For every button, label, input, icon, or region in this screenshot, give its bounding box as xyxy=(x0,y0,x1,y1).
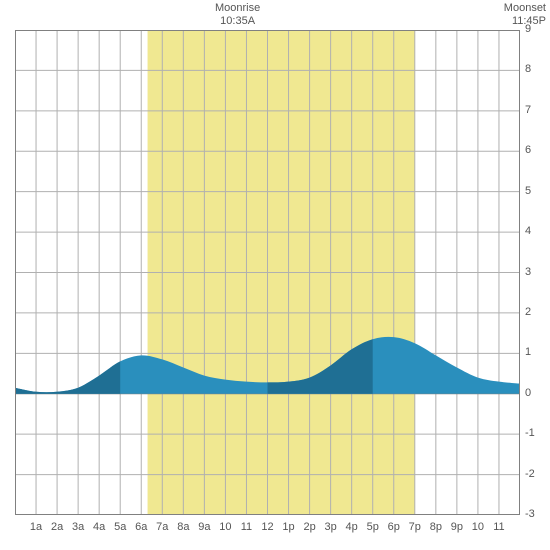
x-tick-label: 9p xyxy=(447,521,467,533)
x-tick-label: 8a xyxy=(173,521,193,533)
y-tick-label: 9 xyxy=(525,23,545,35)
moonrise-time: 10:35A xyxy=(220,15,255,27)
y-tick-label: -2 xyxy=(525,468,545,480)
x-tick-label: 7a xyxy=(152,521,172,533)
x-tick-label: 5a xyxy=(110,521,130,533)
tide-chart: Moonrise 10:35A Moonset 11:45P -3-2-1012… xyxy=(0,0,550,550)
y-tick-label: 1 xyxy=(525,346,545,358)
x-tick-label: 10 xyxy=(468,521,488,533)
x-tick-label: 4a xyxy=(89,521,109,533)
x-tick-label: 2p xyxy=(300,521,320,533)
x-tick-label: 4p xyxy=(342,521,362,533)
x-tick-label: 5p xyxy=(363,521,383,533)
y-tick-label: 3 xyxy=(525,266,545,278)
moonrise-label: Moonrise 10:35A xyxy=(208,2,268,28)
x-tick-label: 3a xyxy=(68,521,88,533)
moonrise-title: Moonrise xyxy=(215,2,260,14)
y-tick-label: 7 xyxy=(525,104,545,116)
y-tick-label: 4 xyxy=(525,225,545,237)
x-tick-label: 7p xyxy=(405,521,425,533)
x-tick-label: 11 xyxy=(489,521,509,533)
x-tick-label: 10 xyxy=(215,521,235,533)
y-tick-label: 8 xyxy=(525,63,545,75)
x-tick-label: 2a xyxy=(47,521,67,533)
x-tick-label: 6a xyxy=(131,521,151,533)
x-tick-label: 1a xyxy=(26,521,46,533)
y-tick-label: -3 xyxy=(525,508,545,520)
y-tick-label: 0 xyxy=(525,387,545,399)
x-tick-label: 8p xyxy=(426,521,446,533)
y-tick-label: 5 xyxy=(525,185,545,197)
x-tick-label: 3p xyxy=(321,521,341,533)
moonset-title: Moonset xyxy=(504,2,546,14)
x-tick-label: 1p xyxy=(279,521,299,533)
x-tick-label: 12 xyxy=(258,521,278,533)
plot-area xyxy=(15,30,520,515)
x-tick-label: 11 xyxy=(236,521,256,533)
x-tick-label: 6p xyxy=(384,521,404,533)
y-tick-label: 6 xyxy=(525,144,545,156)
y-tick-label: -1 xyxy=(525,427,545,439)
x-tick-label: 9a xyxy=(194,521,214,533)
y-tick-label: 2 xyxy=(525,306,545,318)
